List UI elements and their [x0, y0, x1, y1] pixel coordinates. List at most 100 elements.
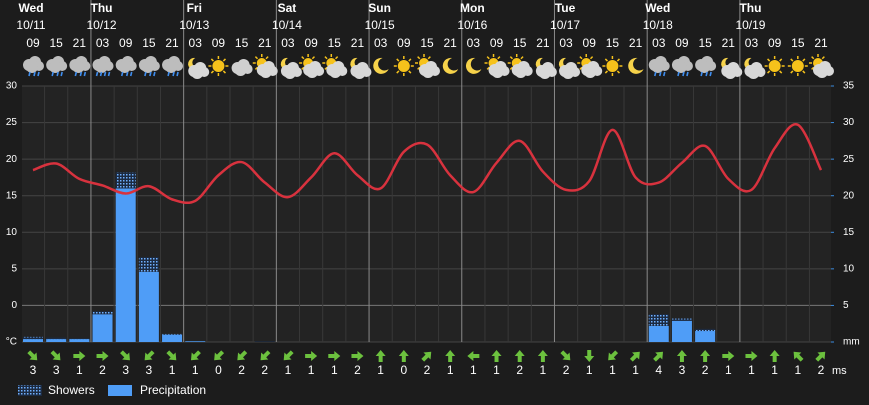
day-date: 10/13: [179, 18, 209, 32]
icon-part: [95, 61, 108, 73]
icon-part: [422, 66, 434, 78]
precipitation-bar: [69, 339, 90, 342]
icon-part: [791, 60, 804, 72]
icon-part: [153, 71, 156, 77]
icon-part: [767, 58, 771, 62]
icon-part: [191, 67, 204, 79]
weather-icon: [69, 56, 91, 77]
x-tick-label: 21: [722, 36, 736, 50]
showers-bar: [46, 337, 67, 340]
x-tick-label: 15: [791, 36, 805, 50]
wind-speed: 1: [285, 363, 292, 377]
wind-arrow: [305, 351, 318, 361]
x-tick-label: 09: [304, 36, 318, 50]
wind-speed: 3: [30, 363, 37, 377]
wind-speed: 1: [192, 363, 199, 377]
x-tick-label: 09: [583, 36, 597, 50]
weather-icon: [764, 56, 785, 76]
wind-arrow: [445, 350, 456, 362]
icon-part: [579, 56, 583, 60]
icon-part: [604, 58, 608, 62]
weather-icon: [415, 54, 440, 78]
icon-part: [259, 66, 272, 78]
y2-tick-label: 25: [843, 154, 855, 165]
x-tick-label: 15: [420, 36, 434, 50]
icon-part: [33, 71, 36, 77]
day-date: 10/18: [643, 18, 673, 32]
day-date: 10/16: [457, 18, 487, 32]
showers-bar: [92, 311, 113, 315]
icon-part: [465, 57, 482, 74]
icon-part: [486, 56, 490, 60]
x-tick-label: 09: [490, 36, 504, 50]
y2-tick-label: 20: [843, 190, 855, 201]
y-tick-label: 15: [6, 190, 18, 201]
wind-arrow: [608, 350, 619, 361]
icon-part: [120, 71, 124, 77]
day-name: Thu: [91, 1, 113, 15]
icon-part: [538, 67, 551, 79]
wind-arrow: [50, 350, 61, 361]
wind-unit: ms: [832, 365, 847, 377]
icon-part: [129, 71, 133, 77]
showers-bar: [23, 336, 43, 340]
wind-speed: 0: [215, 363, 222, 377]
x-tick-label: 03: [281, 36, 295, 50]
weather-icon: [373, 57, 389, 74]
day-name: Wed: [18, 1, 43, 15]
weather-icon: [280, 57, 302, 79]
wind-arrow: [560, 350, 571, 361]
showers-bar: [69, 338, 90, 340]
wind-speed: 2: [563, 363, 570, 377]
icon-part: [335, 56, 339, 60]
icon-part: [442, 57, 459, 74]
wind-speed: 4: [655, 363, 662, 377]
wind-arrow: [190, 350, 201, 361]
icon-part: [497, 56, 501, 60]
icon-part: [821, 56, 825, 60]
day-date: 10/15: [365, 18, 395, 32]
weather-icon: [721, 57, 743, 79]
icon-part: [779, 70, 783, 74]
wind-arrow: [237, 350, 248, 361]
day-date: 10/19: [735, 18, 765, 32]
icon-part: [584, 66, 597, 78]
icon-part: [210, 70, 214, 74]
wind-speed: 3: [146, 363, 153, 377]
weather-icon: [695, 56, 717, 77]
weather-icon: [231, 59, 253, 76]
icon-part: [790, 70, 794, 74]
wind-arrow: [260, 350, 271, 361]
icon-part: [324, 66, 328, 70]
wind-speed: 2: [354, 363, 361, 377]
x-tick-label: 21: [443, 36, 457, 50]
icon-part: [747, 67, 760, 79]
icon-part: [417, 66, 421, 70]
legend-label: Precipitation: [140, 383, 206, 397]
icon-part: [83, 71, 87, 77]
x-tick-label: 21: [258, 36, 272, 50]
icon-part: [514, 66, 527, 78]
icon-part: [509, 66, 513, 70]
day-date: 10/17: [550, 18, 580, 32]
x-tick-label: 21: [73, 36, 87, 50]
icon-part: [210, 58, 214, 62]
precipitation-bar: [648, 325, 669, 342]
wind-speed: 1: [586, 363, 593, 377]
icon-part: [700, 71, 703, 77]
weather-icon: [465, 57, 482, 74]
icon-part: [768, 60, 781, 72]
icon-part: [396, 58, 400, 62]
day-name: Thu: [739, 1, 761, 15]
icon-part: [491, 66, 504, 78]
wind-arrow: [815, 351, 826, 362]
icon-part: [802, 58, 806, 62]
weather-icon: [115, 56, 137, 77]
wind-speed: 1: [632, 363, 639, 377]
temperature-line: [32, 123, 823, 205]
y-tick-label: 0: [11, 300, 17, 311]
precipitation-bar: [671, 320, 692, 342]
icon-part: [604, 70, 608, 74]
weather-icon: [188, 57, 210, 79]
